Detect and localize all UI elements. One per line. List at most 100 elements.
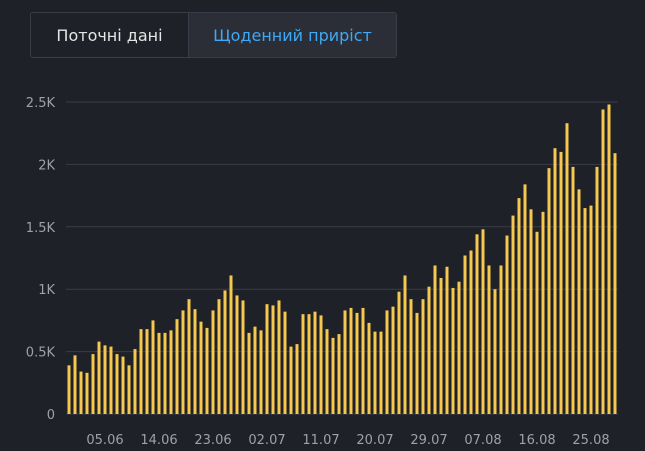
bar[interactable] [169,330,173,414]
bar[interactable] [373,331,377,414]
bar[interactable] [367,322,371,414]
bar[interactable] [133,349,137,414]
bar[interactable] [289,346,293,414]
bar[interactable] [145,329,149,414]
bar[interactable] [265,304,269,414]
bar[interactable] [427,286,431,414]
bar[interactable] [67,365,71,414]
bar[interactable] [319,315,323,414]
bar[interactable] [337,334,341,414]
bar[interactable] [361,307,365,414]
bar[interactable] [451,287,455,414]
bar[interactable] [163,332,167,414]
bar[interactable] [115,354,119,414]
bar[interactable] [343,310,347,414]
bar[interactable] [223,290,227,414]
bar[interactable] [283,311,287,414]
bar[interactable] [565,123,569,414]
bar[interactable] [229,275,233,414]
x-tick-label: 29.07 [410,433,447,448]
bar[interactable] [247,332,251,414]
bar[interactable] [187,299,191,414]
bar[interactable] [307,314,311,414]
bar[interactable] [385,310,389,414]
bar[interactable] [583,208,587,414]
bar[interactable] [277,300,281,414]
tab-daily-growth[interactable]: Щоденний приріст [188,13,396,57]
bar[interactable] [541,211,545,414]
bar[interactable] [559,151,563,415]
bar[interactable] [295,344,299,414]
bar[interactable] [331,337,335,414]
bar[interactable] [139,329,143,414]
bar[interactable] [241,300,245,414]
bar[interactable] [349,307,353,414]
bar[interactable] [409,299,413,414]
bar[interactable] [313,311,317,414]
bar[interactable] [73,355,77,414]
bar[interactable] [487,265,491,414]
x-tick-label: 20.07 [356,433,393,448]
x-tick-label: 07.08 [464,433,501,448]
bar[interactable] [571,166,575,414]
bar[interactable] [505,235,509,414]
y-tick-label: 1K [38,283,55,298]
bar[interactable] [511,215,515,414]
grid-lines [66,101,618,415]
bar[interactable] [301,314,305,414]
bar[interactable] [379,331,383,414]
bar[interactable] [421,299,425,414]
bar[interactable] [97,341,101,414]
bar[interactable] [493,289,497,414]
bar[interactable] [613,153,617,415]
bar[interactable] [181,310,185,414]
bar[interactable] [157,332,161,414]
bar[interactable] [433,265,437,414]
bar[interactable] [151,320,155,414]
bar[interactable] [553,148,557,414]
bar[interactable] [253,326,257,414]
bar[interactable] [205,327,209,414]
bar[interactable] [535,231,539,414]
bar[interactable] [109,346,113,414]
bar[interactable] [445,266,449,414]
bar[interactable] [325,329,329,414]
bar[interactable] [589,205,593,414]
bar[interactable] [499,265,503,414]
bar[interactable] [85,372,89,414]
bar[interactable] [595,166,599,414]
bar[interactable] [517,198,521,414]
bar[interactable] [199,321,203,414]
bar[interactable] [523,184,527,414]
bar[interactable] [457,281,461,414]
bar[interactable] [415,312,419,414]
y-axis-ticks: 0 0.5K 1K 1.5K 2K 2.5K [26,96,56,423]
bar[interactable] [601,109,605,415]
bar[interactable] [403,275,407,414]
bar[interactable] [121,356,125,414]
bar[interactable] [529,209,533,414]
bar[interactable] [211,310,215,414]
bar[interactable] [439,277,443,414]
bar[interactable] [475,234,479,414]
bar[interactable] [271,305,275,414]
bar[interactable] [547,168,551,414]
bar[interactable] [397,291,401,414]
bar[interactable] [391,306,395,414]
bar[interactable] [127,365,131,414]
tab-current-data[interactable]: Поточні дані [31,13,188,57]
bar[interactable] [175,319,179,414]
bar[interactable] [481,229,485,414]
bar[interactable] [235,295,239,414]
bar[interactable] [259,330,263,414]
bar[interactable] [355,312,359,414]
bar[interactable] [91,354,95,414]
bar[interactable] [103,345,107,414]
bar[interactable] [607,104,611,415]
bar[interactable] [79,371,83,414]
bar[interactable] [217,299,221,414]
bar[interactable] [577,189,581,414]
bar[interactable] [193,309,197,414]
bar[interactable] [463,255,467,415]
bar[interactable] [469,250,473,414]
